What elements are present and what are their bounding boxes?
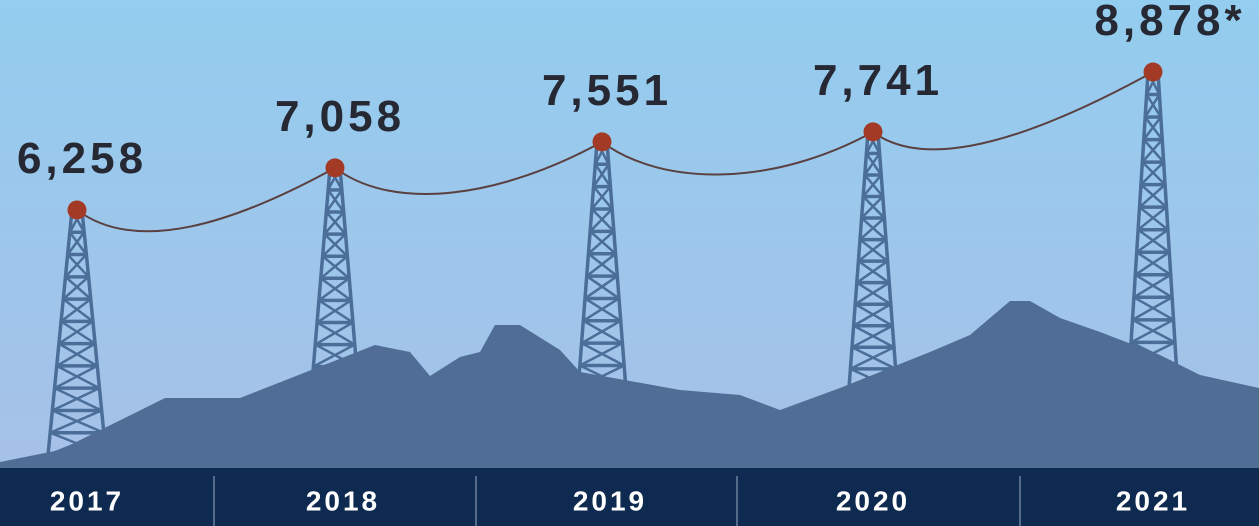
value-label: 6,258 [17,134,147,183]
value-label: 7,058 [275,92,405,141]
category-label: 2019 [573,485,647,516]
category-label: 2020 [836,485,910,516]
tower-top-dot [68,201,87,220]
category-label: 2021 [1116,485,1190,516]
tower-top-dot [593,132,612,151]
value-label: 7,551 [542,66,672,115]
tower-top-dot [864,122,883,141]
tower-top-dot [326,158,345,177]
chart: 6,258 2017 7,058 2018 7,551 2019 7,741 2020 8,87… [0,0,1259,526]
value-label: 8,878* [1094,0,1245,45]
category-label: 2018 [306,485,380,516]
category-label: 2017 [50,485,124,516]
tower-top-dot [1144,63,1163,82]
value-label: 7,741 [813,56,943,105]
